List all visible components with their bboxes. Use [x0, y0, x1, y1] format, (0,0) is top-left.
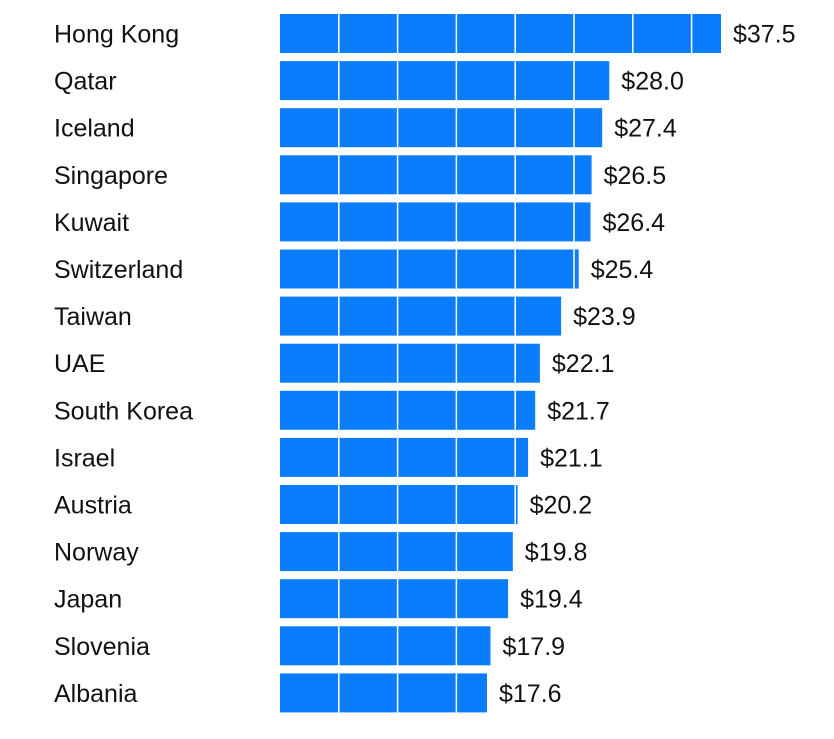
bar-norway [280, 532, 513, 572]
value-label: $17.9 [503, 633, 566, 661]
value-label: $37.5 [733, 21, 796, 49]
bar-kuwait [280, 202, 591, 242]
category-label: Hong Kong [54, 21, 179, 49]
value-label: $20.2 [530, 492, 593, 520]
category-label: Japan [54, 586, 122, 614]
bar-albania [280, 673, 487, 713]
category-label: Switzerland [54, 256, 183, 284]
value-label: $23.9 [573, 303, 636, 331]
bar-singapore [280, 155, 592, 195]
bar-hong-kong [280, 14, 721, 53]
value-label: $27.4 [614, 115, 677, 143]
category-label: Albania [54, 680, 137, 708]
bar-qatar [280, 61, 610, 101]
category-label: Kuwait [54, 209, 129, 237]
bar-japan [280, 579, 509, 619]
bar-iceland [280, 108, 603, 148]
category-label: South Korea [54, 397, 193, 425]
bar-israel [280, 437, 529, 477]
value-label: $22.1 [552, 350, 615, 378]
value-label: $19.8 [525, 539, 588, 567]
bar-uae [280, 343, 540, 383]
category-label: Austria [54, 492, 132, 520]
value-label: $25.4 [591, 256, 654, 284]
bar-switzerland [280, 249, 579, 289]
category-label: Israel [54, 444, 115, 472]
category-label: Iceland [54, 115, 135, 143]
value-label: $19.4 [520, 586, 583, 614]
bar-south-korea [280, 390, 536, 430]
bars-layer [280, 14, 721, 713]
labels-layer: Hong Kong $37.5 Qatar $28.0 Iceland $27.4 Sing… [54, 21, 796, 708]
category-label: Taiwan [54, 303, 132, 331]
bar-slovenia [280, 626, 491, 666]
value-label: $17.6 [499, 680, 562, 708]
category-label: Qatar [54, 68, 117, 96]
value-label: $26.5 [604, 162, 667, 190]
category-label: Singapore [54, 162, 168, 190]
value-label: $21.7 [547, 397, 610, 425]
category-label: UAE [54, 350, 105, 378]
value-label: $26.4 [603, 209, 666, 237]
category-label: Norway [54, 539, 139, 567]
bar-taiwan [280, 296, 562, 336]
bar-austria [280, 485, 518, 524]
value-label: $21.1 [540, 444, 603, 472]
value-label: $28.0 [621, 68, 684, 96]
category-label: Slovenia [54, 633, 150, 661]
